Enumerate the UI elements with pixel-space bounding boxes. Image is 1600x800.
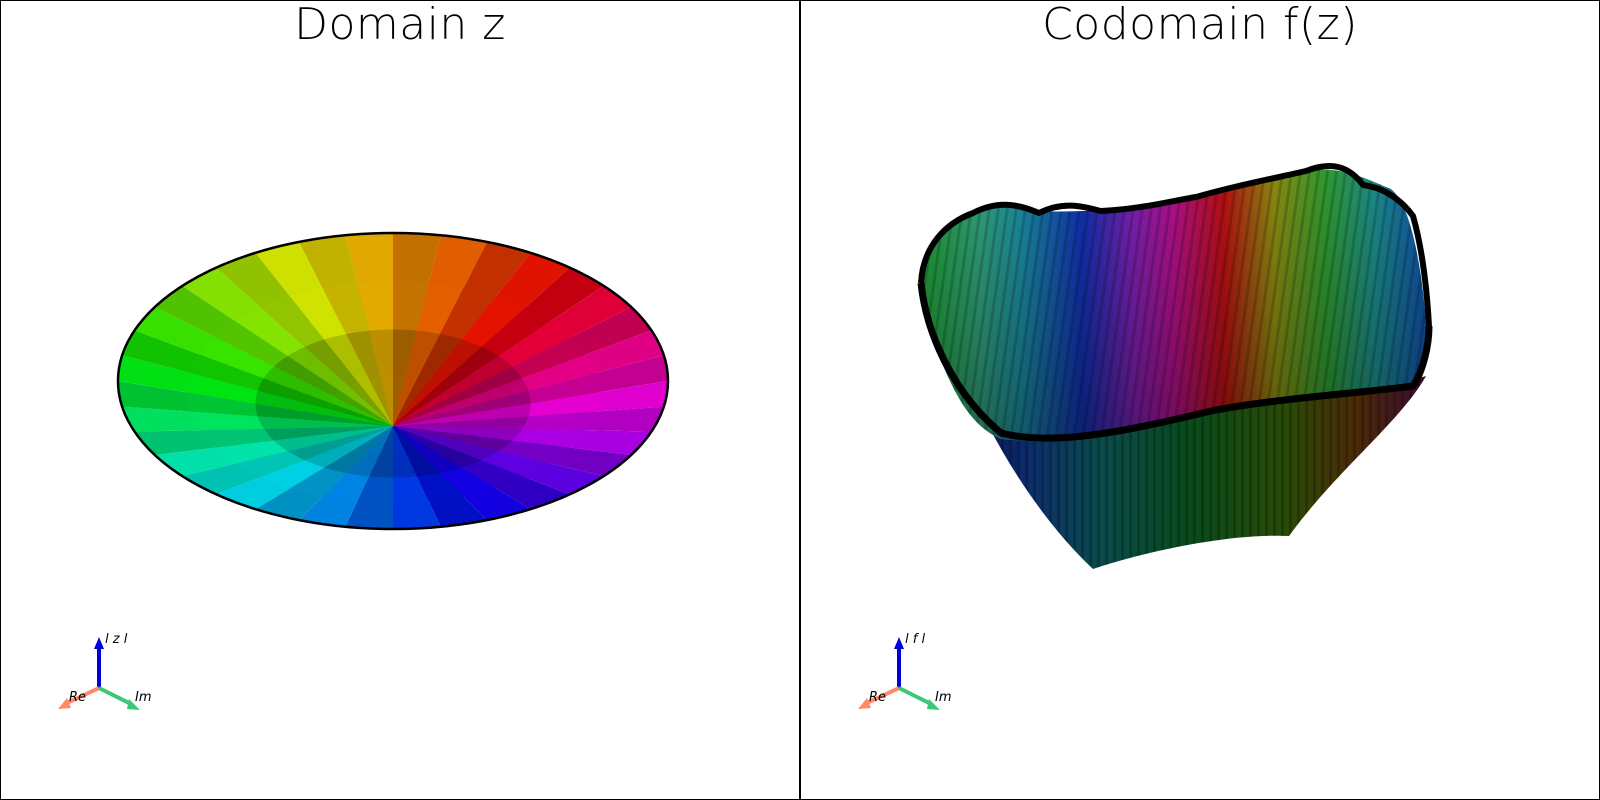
im-axis-label: Im (135, 690, 152, 705)
disk-rim (116, 231, 670, 531)
re-axis-arrow (58, 698, 71, 709)
disk-sector (333, 391, 393, 426)
codomain-surface-plot[interactable]: l f l Re Im (801, 1, 1600, 800)
disk-sector (325, 402, 393, 426)
z-axis-label: l z l (105, 632, 128, 647)
codomain-viewport[interactable]: Codomain f(z) (800, 0, 1600, 800)
disk-sector (393, 391, 453, 426)
re-axis-label: Re (69, 690, 86, 705)
disk-sector (328, 396, 393, 426)
disk-sector (393, 382, 438, 426)
disk-sector (325, 421, 393, 428)
domain-disk-surface (116, 231, 670, 531)
codomain-surface (917, 162, 1433, 569)
disk-sector (393, 426, 446, 444)
disk-sector (393, 378, 417, 426)
disk-sector (393, 377, 405, 426)
codomain-orientation-axes: l f l Re Im (858, 632, 952, 710)
domain-viewport[interactable]: Domain z l z l Re Im (0, 0, 800, 800)
f-axis-arrow (894, 637, 904, 649)
disk-sector (328, 426, 393, 434)
disk-sector (393, 426, 405, 452)
disk-sector (358, 426, 393, 450)
re-axis-line (66, 686, 100, 705)
f-axis-label: l f l (905, 632, 925, 647)
im-axis-line (98, 686, 132, 706)
domain-orientation-axes: l z l Re Im (58, 632, 152, 710)
disk-sector (381, 377, 393, 426)
codomain-rim-top (918, 162, 1432, 327)
codomain-rim-bottom (917, 282, 1433, 442)
disk-sector (324, 408, 393, 426)
disk-sector (348, 382, 393, 426)
disk-sector (340, 426, 393, 444)
disk-sector (393, 380, 428, 426)
disk-sector (393, 414, 462, 426)
im-axis-label-codomain: Im (935, 690, 952, 705)
im-axis-line-codomain (898, 686, 932, 706)
disk-sector (393, 426, 417, 452)
disk-sector (393, 426, 438, 447)
disk-sector (393, 408, 462, 426)
im-axis-arrow (127, 699, 140, 710)
disk-sector (333, 426, 393, 439)
disk-sector (348, 426, 393, 447)
z-axis-arrow (94, 637, 104, 649)
domain-title: Domain z (294, 0, 506, 50)
disk-sector (393, 402, 461, 426)
disk-sector (393, 396, 458, 426)
disk-sector (393, 426, 453, 439)
im-axis-arrow-codomain (927, 699, 940, 710)
disk-sector (393, 426, 458, 434)
re-axis-line-codomain (866, 686, 900, 705)
disk-sector (358, 380, 393, 426)
domain-surface-plot[interactable]: l z l Re Im (1, 1, 800, 800)
disk-sector (381, 426, 393, 452)
disk-sector (340, 386, 393, 426)
disk-sector (369, 426, 393, 452)
codomain-title: Codomain f(z) (1042, 0, 1358, 50)
disk-sector (393, 386, 446, 426)
re-axis-arrow-codomain (858, 698, 871, 709)
disk-sector (393, 426, 428, 450)
disk-sector (369, 378, 393, 426)
re-axis-label-codomain: Re (869, 690, 886, 705)
disk-sector (393, 421, 461, 428)
